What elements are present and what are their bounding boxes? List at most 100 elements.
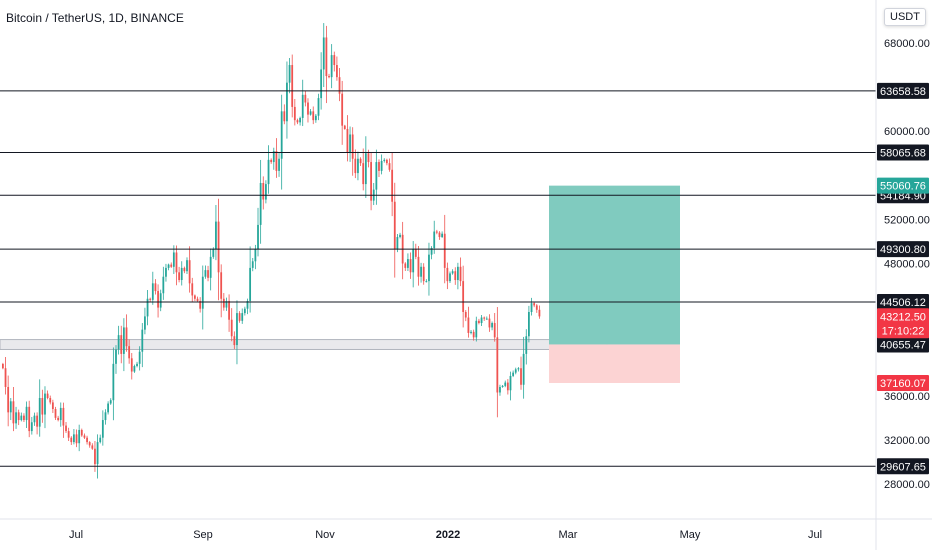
- candle-body: [528, 312, 530, 337]
- candle-body: [506, 382, 509, 391]
- candle-body: [99, 437, 102, 443]
- x-tick-label: Jul: [808, 529, 822, 541]
- x-tick-label: May: [680, 529, 701, 541]
- candle-body: [49, 398, 52, 403]
- candle-body: [491, 323, 493, 328]
- level-price-label-bg: [877, 458, 929, 475]
- candle-body: [378, 162, 380, 171]
- candle-body: [380, 160, 383, 171]
- candle-body: [501, 385, 504, 387]
- x-tick-label: Sep: [193, 529, 213, 541]
- candle-body: [225, 300, 228, 308]
- candle-body: [41, 398, 44, 415]
- candle-body: [222, 298, 225, 308]
- candle-body: [467, 317, 470, 333]
- candle-body: [17, 412, 20, 421]
- candle-body: [38, 398, 41, 427]
- candle-body: [357, 158, 359, 174]
- candle-body: [233, 336, 236, 346]
- candle-body: [201, 276, 204, 309]
- candle-body: [154, 283, 157, 292]
- level-price-label-bg: [877, 241, 929, 258]
- candle-body: [220, 272, 223, 299]
- candle-body: [178, 272, 181, 281]
- currency-badge[interactable]: USDT: [884, 8, 926, 26]
- candle-body: [12, 401, 15, 424]
- candle-body: [117, 335, 120, 350]
- candle-body: [151, 283, 154, 300]
- candle-body: [83, 435, 86, 438]
- candle-body: [517, 368, 520, 370]
- y-tick-label: 32000.00: [884, 435, 930, 447]
- candle-body: [451, 271, 454, 274]
- candle-body: [188, 260, 191, 284]
- candle-body: [165, 267, 167, 277]
- candle-body: [375, 162, 378, 190]
- candle-body: [144, 316, 146, 330]
- candle-body: [259, 183, 262, 225]
- candle-body: [20, 415, 23, 421]
- candle-body: [412, 249, 415, 273]
- candle-body: [454, 271, 457, 281]
- candle-body: [243, 308, 246, 314]
- candle-body: [480, 317, 483, 324]
- candle-body: [180, 267, 183, 281]
- candle-body: [67, 431, 70, 438]
- candle-body: [456, 266, 459, 281]
- candle-body: [496, 337, 499, 393]
- candle-body: [530, 303, 533, 312]
- candle-body: [51, 402, 54, 410]
- candle-body: [404, 263, 407, 268]
- candle-body: [328, 76, 330, 78]
- candle-body: [409, 259, 412, 273]
- candle-body: [346, 128, 349, 153]
- candle-body: [464, 312, 467, 318]
- level-price-label: 44506.12: [880, 297, 926, 309]
- candle-body: [186, 260, 188, 272]
- y-tick-label: 36000.00: [884, 391, 930, 403]
- candle-body: [9, 401, 12, 413]
- candle-body: [254, 249, 257, 262]
- candle-body: [325, 37, 328, 77]
- candle-body: [80, 429, 83, 436]
- candle-body: [207, 270, 209, 278]
- candle-body: [33, 415, 36, 423]
- candle-body: [280, 111, 283, 159]
- entry-price-label-bg: [877, 336, 929, 353]
- candle-body: [204, 270, 207, 277]
- candle-body: [420, 266, 422, 277]
- level-price-label: 29607.65: [880, 461, 926, 473]
- candle-body: [91, 445, 94, 449]
- candle-body: [296, 120, 299, 123]
- candle-body: [265, 184, 267, 200]
- candle-body: [483, 317, 486, 319]
- candle-body: [241, 313, 244, 321]
- candle-body: [149, 298, 152, 300]
- candle-body: [7, 386, 10, 413]
- candle-body: [170, 264, 173, 267]
- candle-body: [438, 232, 441, 238]
- candle-body: [425, 281, 428, 283]
- candle-body: [133, 366, 136, 372]
- candle-body: [535, 305, 538, 310]
- candle-body: [520, 368, 522, 385]
- candle-body: [367, 153, 370, 163]
- candle-body: [36, 415, 38, 427]
- candle-body: [422, 266, 425, 282]
- candle-body: [30, 422, 33, 432]
- candle-body: [128, 346, 131, 359]
- candle-body: [322, 37, 325, 70]
- candle-body: [172, 252, 175, 267]
- candle-body: [370, 162, 372, 201]
- candle-body: [62, 407, 65, 426]
- level-price-label-bg: [877, 294, 929, 311]
- entry-price-label: 40655.47: [880, 339, 926, 351]
- candle-body: [275, 151, 278, 171]
- candle-body: [364, 153, 367, 185]
- candle-body: [112, 363, 115, 401]
- candle-body: [75, 434, 78, 444]
- candlestick-series: [2, 23, 541, 479]
- y-tick-label: 28000.00: [884, 479, 930, 491]
